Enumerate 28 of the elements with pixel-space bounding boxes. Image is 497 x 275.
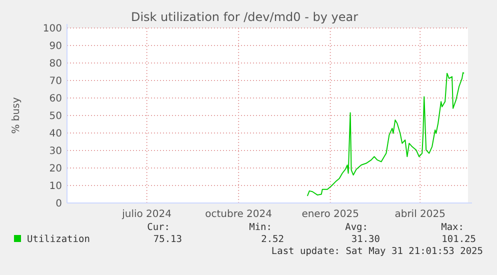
- y-tick-label: 30: [49, 146, 62, 157]
- text: Avg:: [345, 222, 368, 233]
- text: 2.52: [261, 234, 284, 245]
- text: Min:: [249, 222, 272, 233]
- text: 31.30: [351, 234, 380, 245]
- y-tick-label: 50: [49, 111, 62, 122]
- y-tick-label: 90: [49, 41, 62, 52]
- y-tick-label: 100: [42, 24, 62, 34]
- y-tick-label: 10: [49, 181, 62, 192]
- text: Cur:: [147, 222, 170, 233]
- text: 101.25: [442, 234, 476, 245]
- line-series: [306, 72, 465, 196]
- y-tick-label: 60: [49, 94, 62, 104]
- y-tick-label: 40: [49, 128, 62, 140]
- y-tick-label: 0: [56, 198, 62, 210]
- x-tick-label: octubre 2024: [205, 209, 272, 220]
- y-tick-label: 80: [49, 58, 62, 70]
- chart-title: Disk utilization for /dev/md0 - by year: [130, 10, 358, 24]
- text: 75.13: [153, 234, 182, 245]
- x-tick-label: enero 2025: [302, 209, 359, 220]
- y-tick-label: 70: [49, 76, 62, 87]
- text: Max:: [441, 222, 464, 233]
- y-axis-title: % busy: [11, 97, 22, 134]
- legend-label: Utilization: [27, 234, 90, 245]
- x-tick-label: abril 2025: [394, 209, 446, 220]
- x-tick-label: julio 2024: [121, 209, 172, 220]
- y-tick-label: 20: [49, 164, 62, 174]
- text: Last update: Sat May 31 21:01:53 2025: [271, 246, 483, 257]
